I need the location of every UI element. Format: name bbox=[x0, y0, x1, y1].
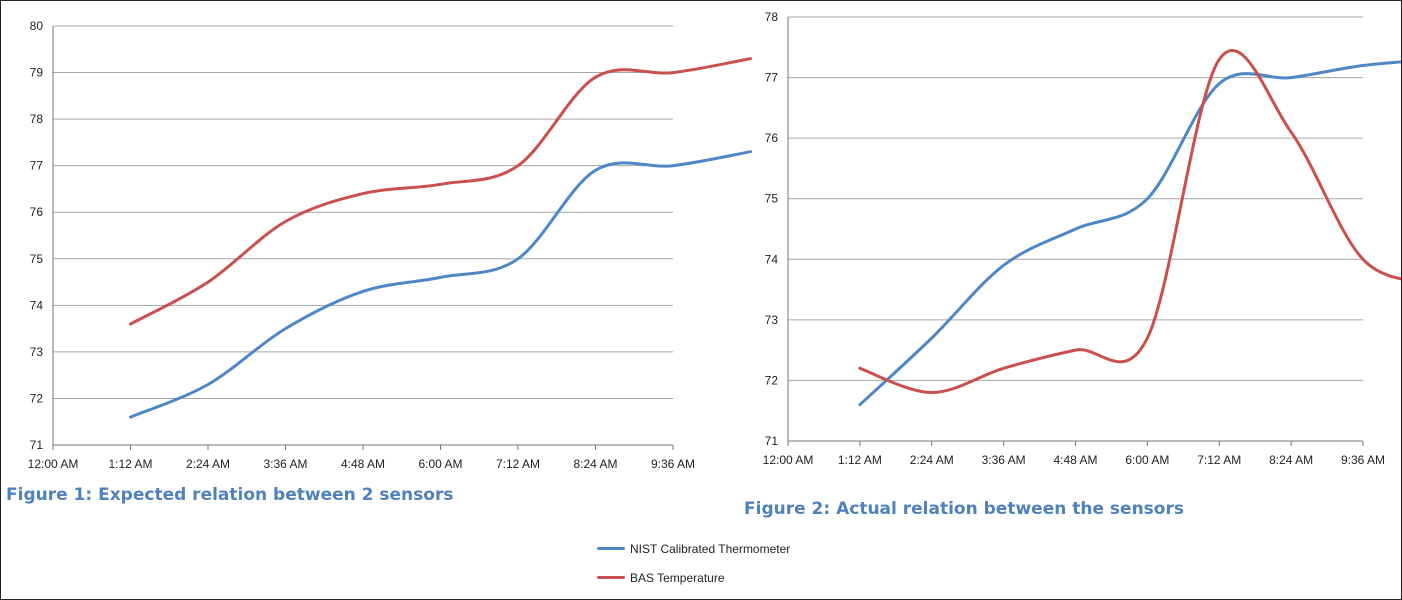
figure-1-chart: 71 72 73 74 75 76 77 78 79 80 12:00 AM 1:12 AM 2:24 … bbox=[28, 19, 752, 471]
fig2-y-tick-label: 71 bbox=[765, 434, 779, 448]
fig1-y-tick-label: 77 bbox=[30, 159, 44, 173]
fig1-x-tick-label: 1:12 AM bbox=[108, 457, 152, 471]
fig2-x-tick-label: 6:00 AM bbox=[1125, 453, 1169, 467]
figure-1-caption: Figure 1: Expected relation between 2 se… bbox=[6, 485, 454, 505]
fig1-y-tick-label: 80 bbox=[30, 19, 44, 33]
legend-swatch-nist bbox=[597, 547, 625, 550]
legend: NIST Calibrated Thermometer BAS Temperat… bbox=[597, 534, 790, 592]
legend-label-bas: BAS Temperature bbox=[630, 570, 725, 585]
fig2-x-tick-label: 4:48 AM bbox=[1053, 453, 1097, 467]
fig2-x-tick-label: 8:24 AM bbox=[1269, 453, 1313, 467]
fig1-y-tick-label: 71 bbox=[30, 438, 44, 452]
fig1-x-tick-label: 7:12 AM bbox=[496, 457, 540, 471]
fig1-x-tick-label: 6:00 AM bbox=[418, 457, 462, 471]
fig2-y-tick-label: 73 bbox=[765, 313, 779, 327]
fig1-y-tick-label: 76 bbox=[30, 205, 44, 219]
fig1-x-tick-label: 8:24 AM bbox=[573, 457, 617, 471]
fig1-x-tick-label: 2:24 AM bbox=[186, 457, 230, 471]
fig2-y-tick-label: 78 bbox=[765, 10, 779, 24]
fig1-series-bas bbox=[129, 57, 752, 326]
fig2-x-tick-label: 3:36 AM bbox=[982, 453, 1026, 467]
fig1-y-tick-label: 74 bbox=[30, 298, 44, 312]
legend-item-nist: NIST Calibrated Thermometer bbox=[597, 534, 790, 563]
fig1-x-tick-label: 12:00 AM bbox=[28, 457, 79, 471]
legend-item-bas: BAS Temperature bbox=[597, 563, 790, 592]
fig2-x-tick-label: 12:00 AM bbox=[763, 453, 814, 467]
legend-label-nist: NIST Calibrated Thermometer bbox=[630, 541, 791, 556]
fig1-y-tick-label: 75 bbox=[30, 252, 44, 266]
fig1-y-tick-label: 73 bbox=[30, 345, 44, 359]
fig2-x-tick-label: 7:12 AM bbox=[1197, 453, 1241, 467]
fig1-x-tick-label: 4:48 AM bbox=[341, 457, 385, 471]
fig1-y-tick-label: 72 bbox=[30, 391, 44, 405]
figure-2-chart: 71 72 73 74 75 76 77 78 12:00 AM 1:12 AM 2:24 AM 3:… bbox=[763, 10, 1401, 467]
fig2-y-tick-label: 74 bbox=[765, 252, 779, 266]
fig2-y-tick-label: 76 bbox=[765, 131, 779, 145]
fig2-x-tick-label: 2:24 AM bbox=[910, 453, 954, 467]
fig2-x-tick-label: 9:36 AM bbox=[1341, 453, 1385, 467]
fig2-y-tick-label: 72 bbox=[765, 373, 779, 387]
fig2-series-nist bbox=[858, 60, 1401, 407]
legend-swatch-bas bbox=[597, 576, 625, 579]
fig1-y-tick-label: 78 bbox=[30, 112, 44, 126]
fig2-y-tick-label: 75 bbox=[765, 192, 779, 206]
fig1-x-tick-label: 9:36 AM bbox=[651, 457, 695, 471]
fig1-series-nist bbox=[129, 150, 752, 419]
fig1-x-tick-label: 3:36 AM bbox=[263, 457, 307, 471]
fig2-series-bas bbox=[858, 49, 1401, 394]
fig2-y-tick-label: 77 bbox=[765, 71, 779, 85]
figure-2-caption: Figure 2: Actual relation between the se… bbox=[744, 499, 1184, 519]
fig2-x-tick-label: 1:12 AM bbox=[838, 453, 882, 467]
fig1-y-tick-label: 79 bbox=[30, 66, 44, 80]
